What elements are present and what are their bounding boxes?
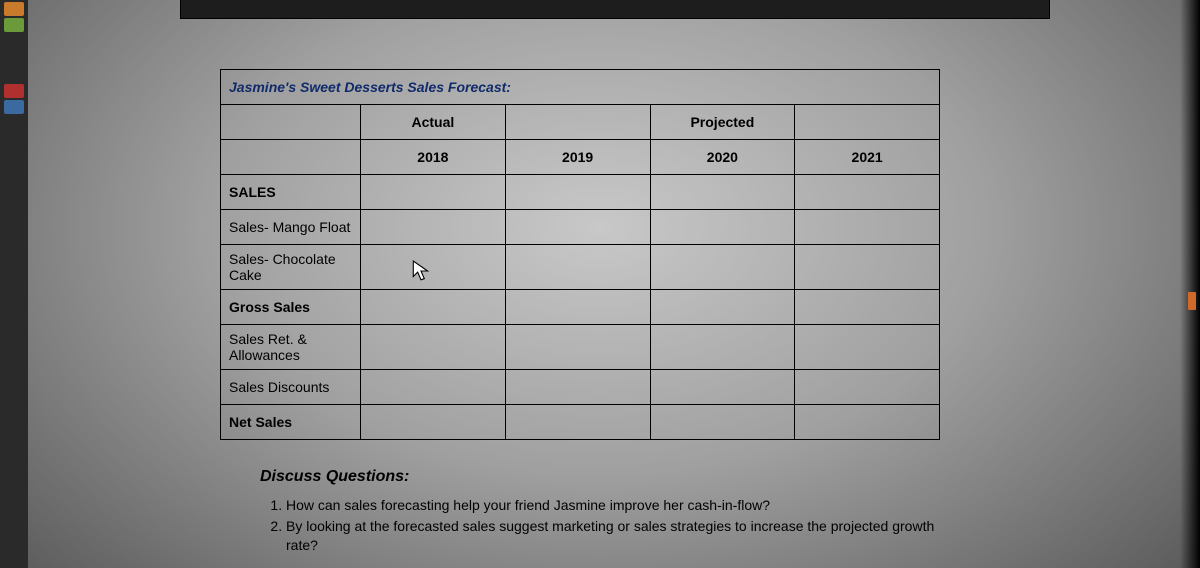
data-cell bbox=[361, 245, 506, 290]
table-header-year-row: 2018 2019 2020 2021 bbox=[221, 140, 940, 175]
year-cell: 2018 bbox=[361, 140, 506, 175]
data-cell bbox=[361, 210, 506, 245]
questions-list: How can sales forecasting help your frie… bbox=[260, 496, 960, 555]
year-cell: 2020 bbox=[650, 140, 795, 175]
data-cell bbox=[650, 370, 795, 405]
data-cell bbox=[505, 245, 650, 290]
row-label: Net Sales bbox=[221, 405, 361, 440]
data-cell bbox=[795, 210, 940, 245]
row-label: Gross Sales bbox=[221, 290, 361, 325]
data-cell bbox=[505, 325, 650, 370]
year-cell: 2019 bbox=[505, 140, 650, 175]
year-cell: 2021 bbox=[795, 140, 940, 175]
data-cell bbox=[650, 290, 795, 325]
table-row: Net Sales bbox=[221, 405, 940, 440]
row-label: Sales Discounts bbox=[221, 370, 361, 405]
header-actual: Actual bbox=[361, 105, 506, 140]
blank-cell bbox=[221, 140, 361, 175]
data-cell bbox=[361, 405, 506, 440]
discuss-questions-block: Discuss Questions: How can sales forecas… bbox=[260, 468, 960, 555]
row-label: Sales- Mango Float bbox=[221, 210, 361, 245]
edge-swatch bbox=[4, 84, 24, 98]
edge-swatch bbox=[4, 100, 24, 114]
data-cell bbox=[795, 325, 940, 370]
data-cell bbox=[795, 370, 940, 405]
questions-heading: Discuss Questions: bbox=[260, 468, 960, 486]
data-cell bbox=[795, 290, 940, 325]
scrollbar-thumb[interactable] bbox=[1188, 292, 1196, 310]
row-label: SALES bbox=[221, 175, 361, 210]
data-cell bbox=[650, 325, 795, 370]
table-row: SALES bbox=[221, 175, 940, 210]
data-cell bbox=[795, 405, 940, 440]
table-row: Sales- Mango Float bbox=[221, 210, 940, 245]
data-cell bbox=[650, 210, 795, 245]
question-item: How can sales forecasting help your frie… bbox=[286, 496, 960, 515]
data-cell bbox=[505, 175, 650, 210]
data-cell bbox=[361, 175, 506, 210]
data-cell bbox=[795, 245, 940, 290]
data-cell bbox=[650, 405, 795, 440]
page-top-darkband bbox=[180, 0, 1050, 19]
table-title: Jasmine's Sweet Desserts Sales Forecast: bbox=[221, 70, 940, 105]
data-cell bbox=[361, 290, 506, 325]
data-cell bbox=[505, 290, 650, 325]
row-label: Sales- Chocolate Cake bbox=[221, 245, 361, 290]
blank-cell bbox=[795, 105, 940, 140]
table-row: Sales- Chocolate Cake bbox=[221, 245, 940, 290]
edge-swatch bbox=[4, 2, 24, 16]
data-cell bbox=[505, 210, 650, 245]
table-row: Gross Sales bbox=[221, 290, 940, 325]
header-projected: Projected bbox=[650, 105, 795, 140]
table-row: Sales Ret. & Allowances bbox=[221, 325, 940, 370]
edge-swatch bbox=[4, 18, 24, 32]
right-vignette bbox=[1180, 0, 1200, 568]
table-header-category-row: Actual Projected bbox=[221, 105, 940, 140]
data-cell bbox=[650, 245, 795, 290]
row-label: Sales Ret. & Allowances bbox=[221, 325, 361, 370]
left-app-edge bbox=[0, 0, 28, 568]
data-cell bbox=[505, 405, 650, 440]
blank-cell bbox=[221, 105, 361, 140]
data-cell bbox=[650, 175, 795, 210]
sales-forecast-table: Jasmine's Sweet Desserts Sales Forecast:… bbox=[220, 69, 940, 440]
blank-cell bbox=[505, 105, 650, 140]
data-cell bbox=[795, 175, 940, 210]
data-cell bbox=[505, 370, 650, 405]
table-row: Sales Discounts bbox=[221, 370, 940, 405]
document-page: Jasmine's Sweet Desserts Sales Forecast:… bbox=[180, 0, 1050, 557]
table-title-row: Jasmine's Sweet Desserts Sales Forecast: bbox=[221, 70, 940, 105]
data-cell bbox=[361, 325, 506, 370]
question-item: By looking at the forecasted sales sugge… bbox=[286, 517, 960, 555]
data-cell bbox=[361, 370, 506, 405]
